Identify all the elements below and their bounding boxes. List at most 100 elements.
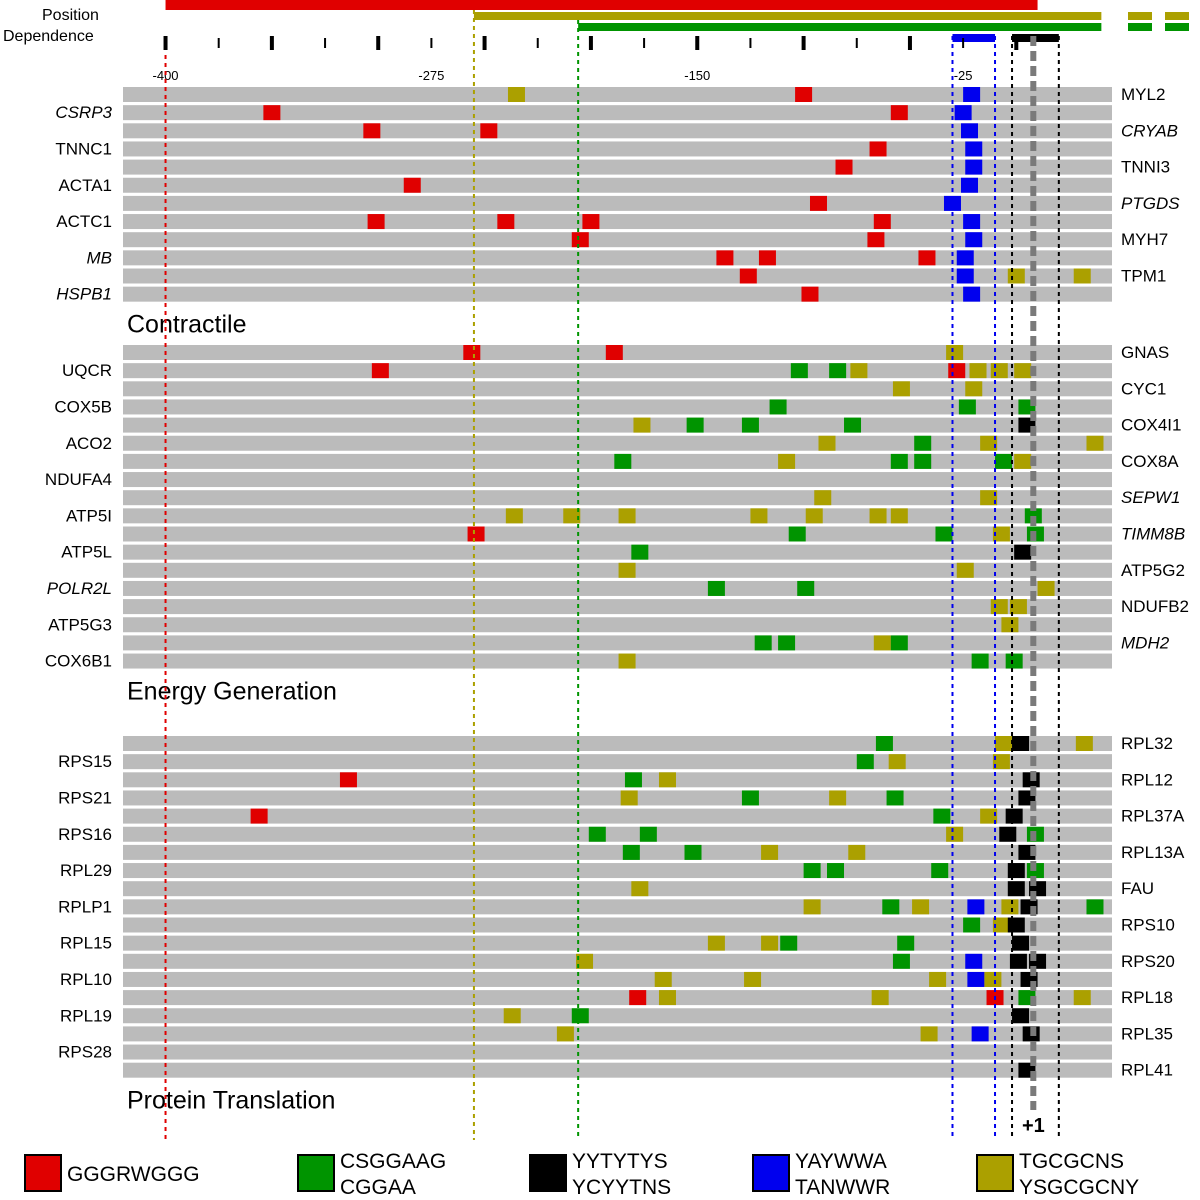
motif-olive xyxy=(707,935,725,951)
gene-row-rps16: RPS16 xyxy=(58,825,1112,844)
gene-label: TNNC1 xyxy=(55,139,112,158)
promoter-bar xyxy=(123,268,1112,284)
gene-label: COX6B1 xyxy=(45,652,112,671)
motif-red xyxy=(629,990,647,1006)
promoter-bar xyxy=(123,599,1112,615)
motif-olive xyxy=(984,971,1002,987)
motif-red xyxy=(371,363,389,379)
axis-tick xyxy=(536,38,539,48)
motif-green xyxy=(875,736,893,751)
motif-green xyxy=(931,863,949,879)
motif-olive xyxy=(761,844,779,860)
motif-olive xyxy=(576,953,594,969)
motif-olive xyxy=(1014,363,1032,379)
gene-row-csrp3: CSRP3 xyxy=(55,103,1112,122)
motif-red xyxy=(809,195,827,211)
motif-olive xyxy=(848,844,866,860)
motif-olive xyxy=(946,826,964,842)
axis-ticks: -400 -275 -150 -25 xyxy=(153,36,1019,83)
motif-olive xyxy=(992,917,1010,933)
motif-blue xyxy=(956,268,974,284)
motif-red xyxy=(582,214,600,230)
gene-row-rpl19: RPL19 xyxy=(60,1006,1112,1025)
motif-olive xyxy=(1014,453,1032,469)
axis-tick-label: -400 xyxy=(153,68,179,83)
header-position: Position xyxy=(42,7,99,24)
motif-blue xyxy=(963,214,981,230)
motif-green xyxy=(1086,899,1104,915)
motif-blue xyxy=(971,1026,989,1042)
motif-olive xyxy=(503,1008,521,1024)
motif-olive xyxy=(946,345,964,360)
gene-row-sepw1: SEPW1 xyxy=(123,488,1181,507)
group-contractile: MYL2 CSRP3 CRYAB TNNC1 TNNI3 ACTA1 PTGDS ACTC1 M… xyxy=(55,85,1180,339)
motif-blue xyxy=(965,232,983,248)
group-energy-generation: GNAS UQCR CYC1 COX5B COX4I1 ACO2 COX8A NDUFA4 SE… xyxy=(45,343,1189,706)
group-protein-translation: RPL32 RPS15 RPL12 RPS21 RPL37A RPS16 RPL13A RPL… xyxy=(58,734,1185,1115)
motif-red xyxy=(948,363,966,379)
motif-olive xyxy=(505,508,523,524)
motif-green xyxy=(892,953,910,969)
gene-label: CRYAB xyxy=(1121,121,1178,140)
gene-label: NDUFA4 xyxy=(45,470,112,489)
gene-row-atp5l: ATP5L xyxy=(61,543,1112,562)
axis-tick xyxy=(269,36,274,50)
motif-olive xyxy=(990,363,1008,379)
motif-olive xyxy=(980,808,998,824)
group-label: Protein Translation xyxy=(127,1087,335,1115)
motif-olive xyxy=(869,508,887,524)
gene-row-mb: MB xyxy=(87,248,1112,267)
promoter-bar xyxy=(123,381,1112,397)
motif-olive xyxy=(658,990,676,1006)
motif-black xyxy=(1007,863,1025,879)
motif-red xyxy=(339,772,357,788)
gene-row-acta1: ACTA1 xyxy=(58,176,1112,195)
motif-olive xyxy=(761,935,779,951)
motif-olive xyxy=(1009,599,1027,615)
promoter-bar xyxy=(123,790,1112,806)
axis-tick-label: -150 xyxy=(684,68,710,83)
gene-label: TPM1 xyxy=(1121,267,1166,286)
motif-red xyxy=(605,345,623,360)
gene-row-rpl32: RPL32 xyxy=(123,734,1173,753)
motif-green xyxy=(890,453,908,469)
gene-label: ACTA1 xyxy=(58,176,112,195)
gene-row-ptgds: PTGDS xyxy=(123,194,1180,213)
axis-tick xyxy=(217,38,220,48)
motif-olive xyxy=(969,363,987,379)
gene-label: CYC1 xyxy=(1121,379,1166,398)
gene-row-hspb1: HSPB1 xyxy=(56,285,1112,304)
promoter-bar xyxy=(123,863,1112,879)
promoter-bar xyxy=(123,508,1112,524)
motif-green xyxy=(856,754,874,770)
motif-green xyxy=(624,772,642,788)
gene-row-cyc1: CYC1 xyxy=(123,379,1166,398)
promoter-bar xyxy=(123,195,1112,211)
promoter-bar xyxy=(123,754,1112,770)
position-bar-extension xyxy=(1165,12,1189,20)
motif-red xyxy=(467,526,485,542)
gene-label: UQCR xyxy=(62,361,112,380)
gene-label: FAU xyxy=(1121,879,1154,898)
legend-motif-1: YAYWWA xyxy=(795,1150,887,1173)
axis-tick xyxy=(695,36,700,50)
gene-row-myl2: MYL2 xyxy=(123,85,1165,104)
promoter-bar xyxy=(123,953,1112,969)
gene-row-rps28: RPS28 xyxy=(58,1043,1112,1062)
axis-tick xyxy=(482,36,487,50)
gene-row-rpl13a: RPL13A xyxy=(123,843,1185,862)
motif-green xyxy=(754,635,772,651)
gene-label: ATP5G3 xyxy=(48,615,112,634)
motif-olive xyxy=(1007,268,1025,284)
motif-olive xyxy=(920,1026,938,1042)
tss-plus-one-label: +1 xyxy=(1022,1115,1045,1137)
gene-row-rps20: RPS20 xyxy=(123,952,1175,971)
motif-green xyxy=(882,899,900,915)
motif-green xyxy=(790,363,808,379)
gene-row-rpl29: RPL29 xyxy=(60,861,1112,880)
axis-tick xyxy=(801,36,806,50)
motif-green xyxy=(622,844,640,860)
axis-tick-label: -275 xyxy=(418,68,444,83)
motif-olive xyxy=(631,881,649,897)
motif-red xyxy=(367,214,385,230)
